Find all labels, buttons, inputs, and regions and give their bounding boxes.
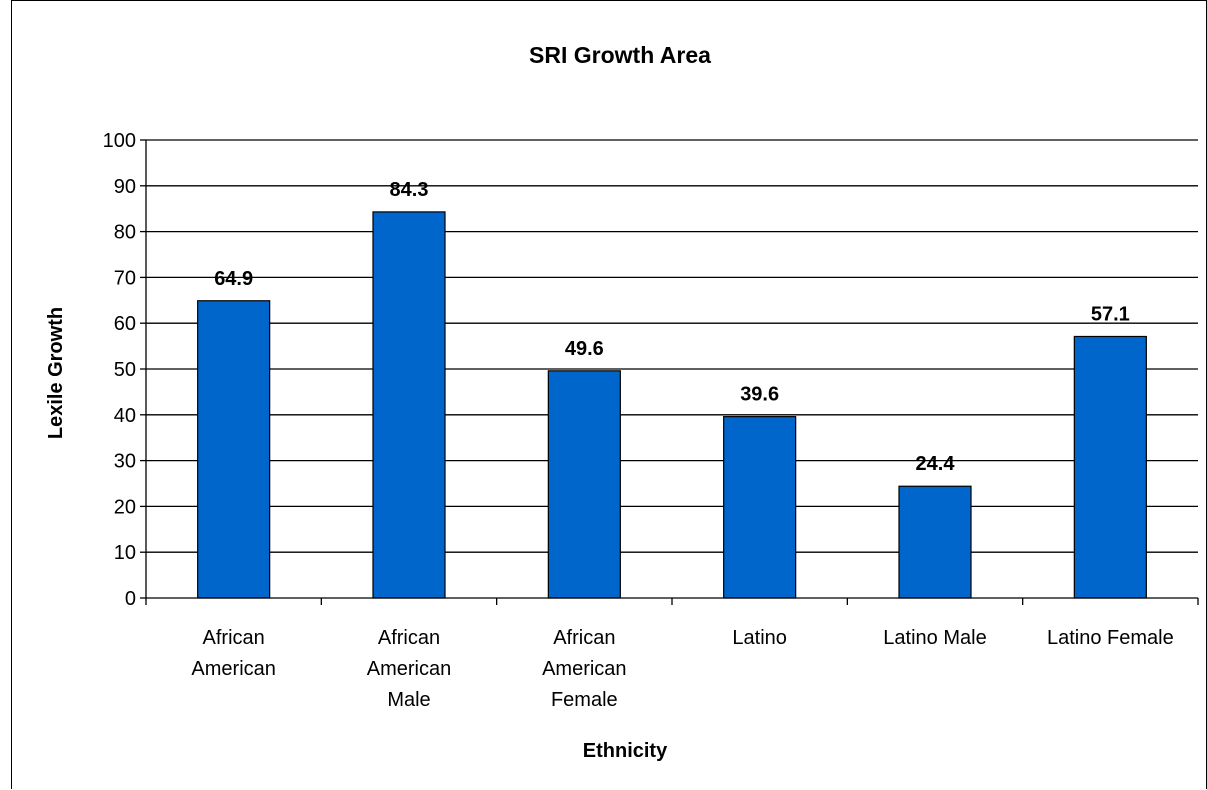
y-tick-label: 90 <box>114 176 136 198</box>
axes <box>140 139 1199 605</box>
y-tick-label: 100 <box>103 130 136 152</box>
x-axis-title: Ethnicity <box>583 740 668 762</box>
x-category-label: Latino Male <box>883 627 986 649</box>
bar <box>1073 335 1147 599</box>
gridlines <box>146 139 1198 553</box>
y-tick-labels: 0 10 20 30 40 50 60 70 80 90 100 <box>103 130 136 610</box>
y-tick-label: 30 <box>114 451 136 473</box>
bar-chart: SRI Growth Area 0 10 20 30 40 50 60 70 80 90 100 A… <box>45 42 1199 762</box>
chart-title: SRI Growth Area <box>529 42 711 68</box>
bars <box>197 211 1147 599</box>
x-category-label: African American Male <box>367 627 451 711</box>
bar <box>197 300 271 599</box>
y-axis-title: Lexile Growth <box>45 307 67 439</box>
data-label: 24.4 <box>916 453 956 475</box>
bar <box>547 370 621 599</box>
chart-area: SRI Growth Area 0 10 20 30 40 50 60 70 80 90 100 A… <box>11 0 1207 789</box>
data-label: 39.6 <box>740 384 779 406</box>
y-tick-label: 50 <box>114 359 136 381</box>
bar <box>723 416 797 599</box>
y-tick-label: 40 <box>114 405 136 427</box>
data-label: 49.6 <box>565 338 604 360</box>
x-category-label: African American <box>191 627 275 680</box>
bar <box>372 211 446 599</box>
data-label: 64.9 <box>214 268 253 290</box>
data-labels: 64.9 84.3 49.6 39.6 24.4 57.1 <box>214 179 1130 475</box>
y-tick-label: 20 <box>114 496 136 518</box>
x-category-labels: African American African American Male Africa… <box>191 627 1173 711</box>
y-tick-label: 70 <box>114 267 136 289</box>
x-category-label: Latino <box>732 627 787 649</box>
bar <box>898 485 972 599</box>
data-label: 84.3 <box>390 179 429 201</box>
y-tick-label: 60 <box>114 313 136 335</box>
y-tick-label: 10 <box>114 542 136 564</box>
x-category-label: Latino Female <box>1047 627 1174 649</box>
x-category-label: African American Female <box>542 627 626 711</box>
data-label: 57.1 <box>1091 303 1130 325</box>
y-tick-label: 80 <box>114 222 136 244</box>
y-tick-label: 0 <box>125 588 136 610</box>
